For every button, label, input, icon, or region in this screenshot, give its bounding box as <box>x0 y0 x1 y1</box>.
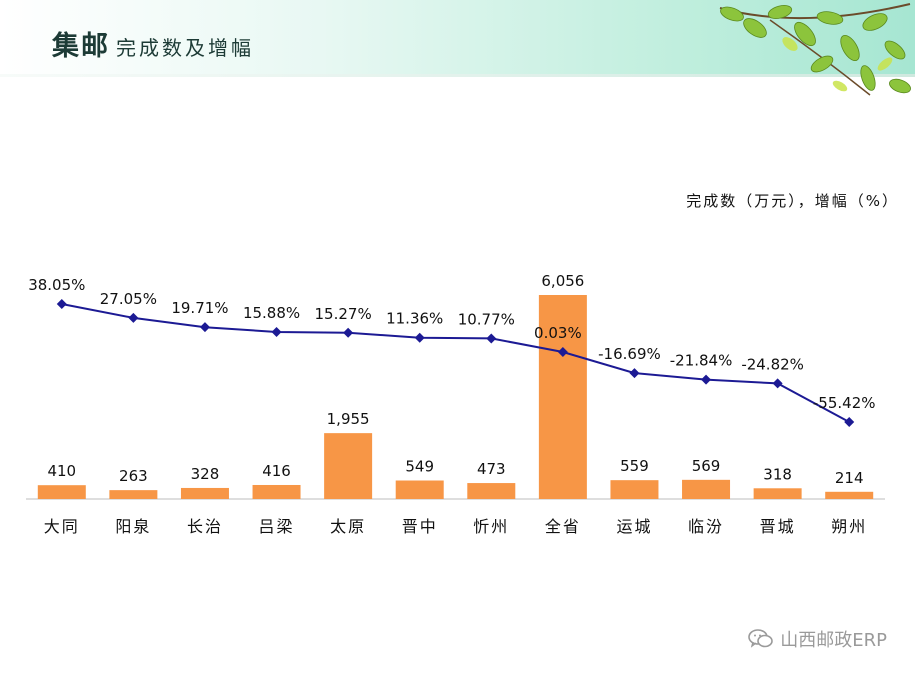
line-marker <box>772 378 783 389</box>
growth-value-label: -16.69% <box>598 345 661 363</box>
bar-value-label: 263 <box>119 467 148 485</box>
line-marker <box>629 368 640 379</box>
bar <box>180 487 229 499</box>
bar-value-label: 569 <box>692 457 721 475</box>
line-marker <box>557 346 568 357</box>
line-marker <box>199 322 210 333</box>
bar <box>37 485 86 499</box>
bar-value-label: 318 <box>763 465 792 483</box>
line-marker <box>414 332 425 343</box>
line-marker <box>128 312 139 323</box>
growth-value-label: 27.05% <box>100 290 157 308</box>
growth-value-label: 11.36% <box>386 310 443 328</box>
watermark: 山西邮政ERP <box>748 626 887 652</box>
growth-line <box>61 303 850 423</box>
line-marker <box>701 374 712 385</box>
growth-value-label: 15.27% <box>315 305 372 323</box>
category-tick-label: 晋中 <box>402 517 438 536</box>
header-divider <box>0 74 915 77</box>
category-tick-label: 忻州 <box>473 517 509 536</box>
bar <box>538 295 587 499</box>
bar-value-label: 6,056 <box>541 272 584 290</box>
bar <box>324 433 373 499</box>
line-marker <box>271 326 282 337</box>
bar-value-label: 328 <box>191 465 220 483</box>
bar <box>109 490 158 499</box>
page-title: 集邮 完成数及增幅 <box>52 24 254 63</box>
growth-value-label: 38.05% <box>28 276 85 294</box>
category-tick-label: 吕梁 <box>259 517 295 536</box>
bar-value-label: 416 <box>262 462 291 480</box>
growth-value-label: 19.71% <box>171 299 228 317</box>
growth-value-label: 10.77% <box>458 310 515 328</box>
category-tick-label: 晋城 <box>760 517 796 536</box>
leaves-decoration-icon <box>719 3 911 96</box>
growth-value-label: -21.84% <box>670 352 733 370</box>
bar <box>395 480 444 499</box>
category-tick-label: 大同 <box>44 517 80 536</box>
bar <box>467 483 516 499</box>
wechat-icon <box>748 629 774 648</box>
bar-value-label: 410 <box>47 462 76 480</box>
growth-value-label: -55.42% <box>813 394 876 412</box>
category-tick-label: 运城 <box>616 517 652 536</box>
bar <box>753 488 802 499</box>
bar <box>825 491 874 499</box>
growth-value-label: -24.82% <box>741 355 804 373</box>
bar <box>682 479 731 499</box>
line-marker <box>844 417 855 427</box>
bar <box>252 484 301 499</box>
category-tick-label: 朔州 <box>831 517 867 536</box>
bar-value-label: 473 <box>477 460 506 478</box>
page-title-sub: 完成数及增幅 <box>116 36 254 60</box>
category-tick-label: 阳泉 <box>115 517 151 536</box>
bar-value-label: 1,955 <box>327 410 370 428</box>
growth-value-label: 15.88% <box>243 304 300 322</box>
bar <box>610 480 659 499</box>
growth-value-label: 0.03% <box>534 324 582 342</box>
bar-value-label: 214 <box>835 469 864 487</box>
category-tick-label: 临汾 <box>688 517 724 536</box>
bar-value-label: 559 <box>620 457 649 475</box>
line-marker <box>343 327 354 338</box>
line-marker <box>486 333 497 344</box>
watermark-text: 山西邮政ERP <box>780 630 887 651</box>
category-tick-label: 全省 <box>545 517 581 536</box>
page-title-main: 集邮 <box>52 31 110 62</box>
line-marker <box>56 299 67 309</box>
axis-units-label: 完成数（万元），增幅（%） <box>686 192 899 210</box>
bar-value-label: 549 <box>405 458 434 476</box>
category-tick-label: 长治 <box>187 517 223 536</box>
category-tick-label: 太原 <box>330 517 366 536</box>
